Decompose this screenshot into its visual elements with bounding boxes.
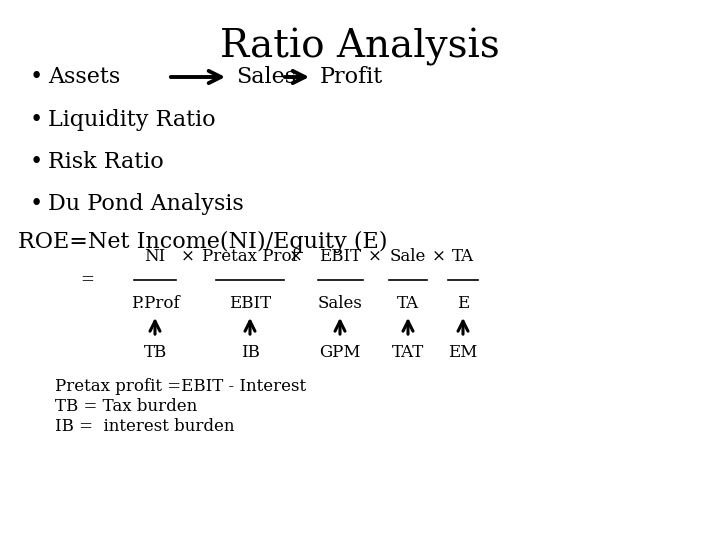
Text: IB: IB: [240, 344, 259, 361]
Text: ROE=Net Income(NI)/Equity (E): ROE=Net Income(NI)/Equity (E): [18, 231, 387, 253]
Text: Ratio Analysis: Ratio Analysis: [220, 28, 500, 66]
Text: TB: TB: [143, 344, 166, 361]
Text: ×: ×: [289, 248, 303, 265]
Text: EBIT: EBIT: [319, 248, 361, 265]
Text: Assets: Assets: [48, 66, 120, 88]
Text: EM: EM: [449, 344, 477, 361]
Text: NI: NI: [145, 248, 166, 265]
Text: Pretax profit =EBIT - Interest: Pretax profit =EBIT - Interest: [55, 378, 306, 395]
Text: TAT: TAT: [392, 344, 424, 361]
Text: ×: ×: [432, 248, 446, 265]
Text: Sales: Sales: [236, 66, 296, 88]
Text: •: •: [30, 193, 43, 215]
Text: TA: TA: [452, 248, 474, 265]
Text: Sales: Sales: [318, 295, 362, 312]
Text: ×: ×: [367, 248, 382, 265]
Text: Du Pond Analysis: Du Pond Analysis: [48, 193, 244, 215]
Text: IB =  interest burden: IB = interest burden: [55, 418, 235, 435]
Text: ×: ×: [181, 248, 195, 265]
Text: E: E: [457, 295, 469, 312]
Text: P.Prof: P.Prof: [131, 295, 179, 312]
Text: •: •: [30, 109, 43, 131]
Text: Risk Ratio: Risk Ratio: [48, 151, 163, 173]
Text: TA: TA: [397, 295, 419, 312]
Text: •: •: [30, 66, 43, 88]
Text: Sale: Sale: [390, 248, 426, 265]
Text: Pretax Prof: Pretax Prof: [202, 248, 298, 265]
Text: Liquidity Ratio: Liquidity Ratio: [48, 109, 215, 131]
Text: EBIT: EBIT: [229, 295, 271, 312]
Text: GPM: GPM: [319, 344, 361, 361]
Text: •: •: [30, 151, 43, 173]
Text: Profit: Profit: [320, 66, 383, 88]
Text: TB = Tax burden: TB = Tax burden: [55, 398, 197, 415]
Text: =: =: [80, 272, 94, 288]
